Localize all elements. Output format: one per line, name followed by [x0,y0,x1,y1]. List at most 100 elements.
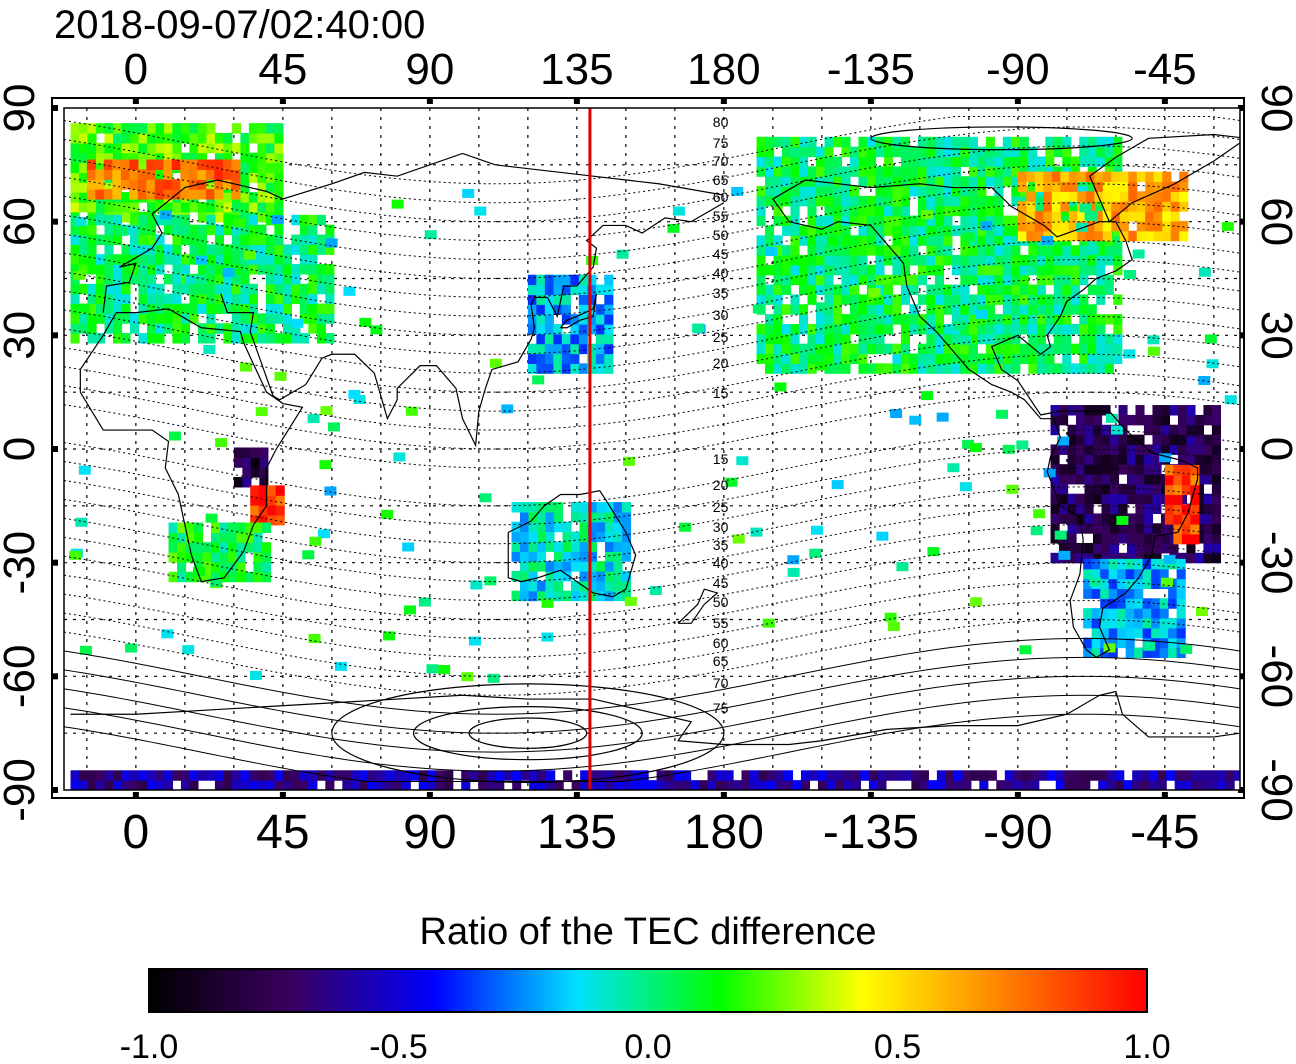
tec-data-cell [1079,186,1089,197]
tec-data-cell [832,323,843,335]
tec-data-cell [765,284,775,296]
tec-data-cell [875,304,885,315]
tec-data-cell [553,304,563,315]
tec-data-cell [570,561,581,572]
tec-data-cell [113,214,123,226]
tec-data-cell [613,511,623,523]
tec-data-cell [1098,780,1108,790]
tec-data-cell [536,304,546,315]
tec-data-cell [248,303,258,314]
tec-data-cell [214,323,225,334]
tec-data-cell [1017,220,1027,232]
tec-data-cell [214,169,224,180]
tec-data-cell [1096,314,1106,325]
tec-data-cell [561,333,571,345]
tec-data-cell [824,195,834,207]
tec-data-cell [1111,425,1124,435]
tec-data-cell [849,156,860,167]
tec-data-cell [1028,343,1038,355]
tec-data-cell [223,192,233,203]
tec-data-cell [155,313,165,324]
tec-data-cell [520,580,530,592]
tec-data-cell [120,169,130,180]
tec-data-cell [155,133,165,144]
tec-data-cell [1181,533,1191,545]
tec-data-cell [858,176,868,187]
tec-data-cell [943,176,953,187]
tec-data-cell [536,323,546,335]
tec-data-cell [621,531,632,543]
tec-data-cell [189,283,199,295]
tec-data-cell [883,146,894,158]
tec-data-cell [1183,780,1193,790]
tec-data-cell [1102,201,1112,212]
tec-data-cell [172,201,182,213]
tec-data-cell [79,201,89,213]
magnetic-contour [64,581,1240,658]
tec-data-cell [172,254,182,265]
tec-data-cell [968,294,978,305]
tec-data-cell [832,176,843,187]
tec-data-cell [112,159,122,170]
tec-data-cell [240,273,250,285]
tec-data-cell [883,304,894,315]
tec-data-cell [253,552,263,563]
colorbar-tick-label: 0.0 [624,1028,671,1064]
tec-data-cell [1119,211,1129,222]
tec-data-cell [849,323,860,335]
tec-data-cell [308,770,318,781]
tec-data-cell [790,225,800,236]
tec-data-cell [1034,230,1044,242]
tec-data-cell [561,343,571,355]
tec-data-cell [188,169,198,180]
tec-data-cell [790,215,800,227]
tec-data-cell [1117,637,1127,649]
tec-data-cell [985,264,995,276]
tec-data-cell [1093,513,1103,524]
tec-data-cell [1101,405,1111,416]
tec-data-cell [96,201,106,213]
tec-data-cell [1050,523,1060,534]
tec-data-cell [1091,627,1101,639]
tec-data-cell [1135,523,1145,534]
tec-data-cell [197,179,207,190]
tec-data-cell [1168,598,1178,609]
tec-data-cell [587,561,598,572]
tec-data-cell [1163,554,1176,564]
tec-data-cell [613,521,623,533]
tec-data-cell [1126,493,1137,505]
tec-data-cell [790,343,800,355]
tec-data-cell [240,323,250,334]
tec-data-cell [203,344,216,354]
tec-data-cell [189,123,199,134]
tec-data-cell [917,186,927,197]
tec-data-cell [613,531,623,543]
tec-data-cell [248,224,258,236]
tec-data-cell [994,205,1004,217]
tec-data-cell [849,215,860,227]
tec-data-cell [1059,503,1069,515]
tec-data-cell [138,254,148,265]
tec-data-cell [1198,267,1211,277]
tec-data-cell [214,293,225,305]
tec-data-cell [934,146,944,158]
tec-data-cell [1134,627,1144,639]
tec-data-cell [1036,166,1046,177]
tec-data-cell [163,224,174,236]
tec-data-cell [1026,201,1036,212]
tec-data-cell [527,294,537,305]
tec-data-cell [985,215,995,227]
tec-data-cell [1179,220,1189,232]
tec-data-cell [934,304,944,315]
tec-data-cell [121,264,131,275]
tec-data-cell [1186,454,1196,465]
tec-data-cell [138,142,148,154]
tec-data-cell [817,770,828,781]
tec-data-cell [1134,598,1144,609]
coastline [70,690,1240,746]
tec-data-cell [274,303,284,314]
tec-data-cell [824,156,834,167]
tec-data-cell [1070,284,1080,296]
tec-data-cell [1142,617,1152,629]
tec-data-cell [815,361,828,371]
